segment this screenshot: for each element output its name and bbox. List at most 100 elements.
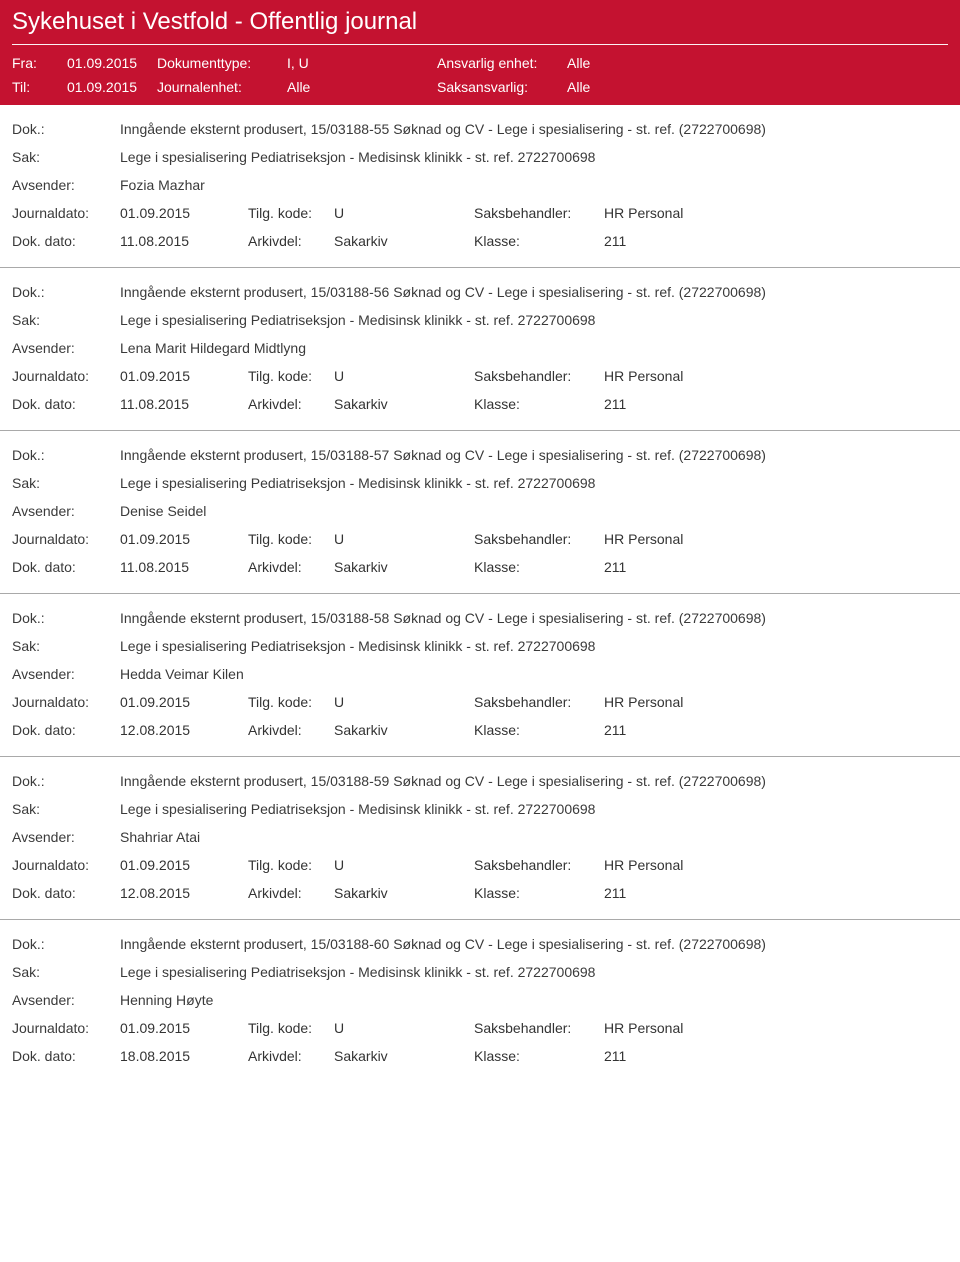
saksbehandler-value: HR Personal xyxy=(604,531,683,547)
ansvarlig-value: Alle xyxy=(567,55,687,71)
til-value: 01.09.2015 xyxy=(67,79,157,95)
saksbehandler-label: Saksbehandler: xyxy=(474,368,604,384)
journal-entry: Dok.:Inngående eksternt produsert, 15/03… xyxy=(0,920,960,1082)
arkivdel-label: Arkivdel: xyxy=(248,1048,334,1064)
dokdato-value: 12.08.2015 xyxy=(120,722,248,738)
report-title: Sykehuset i Vestfold - Offentlig journal xyxy=(12,8,948,45)
journaldato-label: Journaldato: xyxy=(12,531,120,547)
klasse-value: 211 xyxy=(604,559,626,575)
arkivdel-label: Arkivdel: xyxy=(248,722,334,738)
journaldato-value: 01.09.2015 xyxy=(120,205,248,221)
klasse-value: 211 xyxy=(604,885,626,901)
avsender-value: Fozia Mazhar xyxy=(120,177,948,193)
avsender-label: Avsender: xyxy=(12,666,120,682)
klasse-value: 211 xyxy=(604,233,626,249)
dokdato-label: Dok. dato: xyxy=(12,559,120,575)
journal-entries: Dok.:Inngående eksternt produsert, 15/03… xyxy=(0,105,960,1082)
klasse-value: 211 xyxy=(604,1048,626,1064)
journaldato-label: Journaldato: xyxy=(12,694,120,710)
tilgkode-label: Tilg. kode: xyxy=(248,368,334,384)
journalenhet-value: Alle xyxy=(287,79,437,95)
klasse-value: 211 xyxy=(604,396,626,412)
doktype-value: I, U xyxy=(287,55,437,71)
avsender-value: Lena Marit Hildegard Midtlyng xyxy=(120,340,948,356)
journaldato-label: Journaldato: xyxy=(12,857,120,873)
report-header: Sykehuset i Vestfold - Offentlig journal… xyxy=(0,0,960,105)
journaldato-value: 01.09.2015 xyxy=(120,531,248,547)
avsender-label: Avsender: xyxy=(12,992,120,1008)
dokdato-value: 12.08.2015 xyxy=(120,885,248,901)
arkivdel-value: Sakarkiv xyxy=(334,885,474,901)
arkivdel-value: Sakarkiv xyxy=(334,722,474,738)
dok-label: Dok.: xyxy=(12,936,120,952)
saksbehandler-label: Saksbehandler: xyxy=(474,857,604,873)
sak-value: Lege i spesialisering Pediatriseksjon - … xyxy=(120,801,948,817)
sak-value: Lege i spesialisering Pediatriseksjon - … xyxy=(120,149,948,165)
arkivdel-label: Arkivdel: xyxy=(248,885,334,901)
klasse-label: Klasse: xyxy=(474,396,604,412)
tilgkode-value: U xyxy=(334,368,474,384)
sak-label: Sak: xyxy=(12,475,120,491)
sak-label: Sak: xyxy=(12,638,120,654)
sak-label: Sak: xyxy=(12,964,120,980)
sak-value: Lege i spesialisering Pediatriseksjon - … xyxy=(120,312,948,328)
dok-label: Dok.: xyxy=(12,610,120,626)
arkivdel-value: Sakarkiv xyxy=(334,396,474,412)
saksansvarlig-label: Saksansvarlig: xyxy=(437,79,567,95)
sak-value: Lege i spesialisering Pediatriseksjon - … xyxy=(120,475,948,491)
klasse-value: 211 xyxy=(604,722,626,738)
tilgkode-label: Tilg. kode: xyxy=(248,205,334,221)
dokdato-label: Dok. dato: xyxy=(12,885,120,901)
avsender-value: Shahriar Atai xyxy=(120,829,948,845)
avsender-label: Avsender: xyxy=(12,340,120,356)
tilgkode-value: U xyxy=(334,694,474,710)
klasse-label: Klasse: xyxy=(474,1048,604,1064)
saksbehandler-value: HR Personal xyxy=(604,205,683,221)
dok-value: Inngående eksternt produsert, 15/03188-5… xyxy=(120,610,948,626)
saksbehandler-label: Saksbehandler: xyxy=(474,531,604,547)
journalenhet-label: Journalenhet: xyxy=(157,79,287,95)
saksbehandler-value: HR Personal xyxy=(604,1020,683,1036)
journal-entry: Dok.:Inngående eksternt produsert, 15/03… xyxy=(0,105,960,268)
saksbehandler-value: HR Personal xyxy=(604,368,683,384)
sak-value: Lege i spesialisering Pediatriseksjon - … xyxy=(120,964,948,980)
saksbehandler-value: HR Personal xyxy=(604,857,683,873)
sak-value: Lege i spesialisering Pediatriseksjon - … xyxy=(120,638,948,654)
arkivdel-value: Sakarkiv xyxy=(334,559,474,575)
avsender-value: Denise Seidel xyxy=(120,503,948,519)
tilgkode-value: U xyxy=(334,205,474,221)
dokdato-label: Dok. dato: xyxy=(12,396,120,412)
saksbehandler-label: Saksbehandler: xyxy=(474,1020,604,1036)
sak-label: Sak: xyxy=(12,312,120,328)
til-label: Til: xyxy=(12,79,67,95)
fra-label: Fra: xyxy=(12,55,67,71)
journaldato-label: Journaldato: xyxy=(12,1020,120,1036)
dok-value: Inngående eksternt produsert, 15/03188-5… xyxy=(120,773,948,789)
tilgkode-value: U xyxy=(334,531,474,547)
dokdato-value: 18.08.2015 xyxy=(120,1048,248,1064)
tilgkode-label: Tilg. kode: xyxy=(248,1020,334,1036)
avsender-value: Henning Høyte xyxy=(120,992,948,1008)
klasse-label: Klasse: xyxy=(474,559,604,575)
dok-value: Inngående eksternt produsert, 15/03188-5… xyxy=(120,121,948,137)
fra-value: 01.09.2015 xyxy=(67,55,157,71)
tilgkode-label: Tilg. kode: xyxy=(248,531,334,547)
saksbehandler-value: HR Personal xyxy=(604,694,683,710)
saksbehandler-label: Saksbehandler: xyxy=(474,694,604,710)
dok-value: Inngående eksternt produsert, 15/03188-5… xyxy=(120,447,948,463)
klasse-label: Klasse: xyxy=(474,722,604,738)
avsender-value: Hedda Veimar Kilen xyxy=(120,666,948,682)
saksansvarlig-value: Alle xyxy=(567,79,687,95)
arkivdel-label: Arkivdel: xyxy=(248,396,334,412)
dok-label: Dok.: xyxy=(12,284,120,300)
dokdato-value: 11.08.2015 xyxy=(120,559,248,575)
arkivdel-label: Arkivdel: xyxy=(248,233,334,249)
journaldato-value: 01.09.2015 xyxy=(120,368,248,384)
journal-entry: Dok.:Inngående eksternt produsert, 15/03… xyxy=(0,268,960,431)
journal-entry: Dok.:Inngående eksternt produsert, 15/03… xyxy=(0,594,960,757)
tilgkode-label: Tilg. kode: xyxy=(248,857,334,873)
dok-value: Inngående eksternt produsert, 15/03188-6… xyxy=(120,936,948,952)
avsender-label: Avsender: xyxy=(12,177,120,193)
sak-label: Sak: xyxy=(12,801,120,817)
dok-label: Dok.: xyxy=(12,447,120,463)
